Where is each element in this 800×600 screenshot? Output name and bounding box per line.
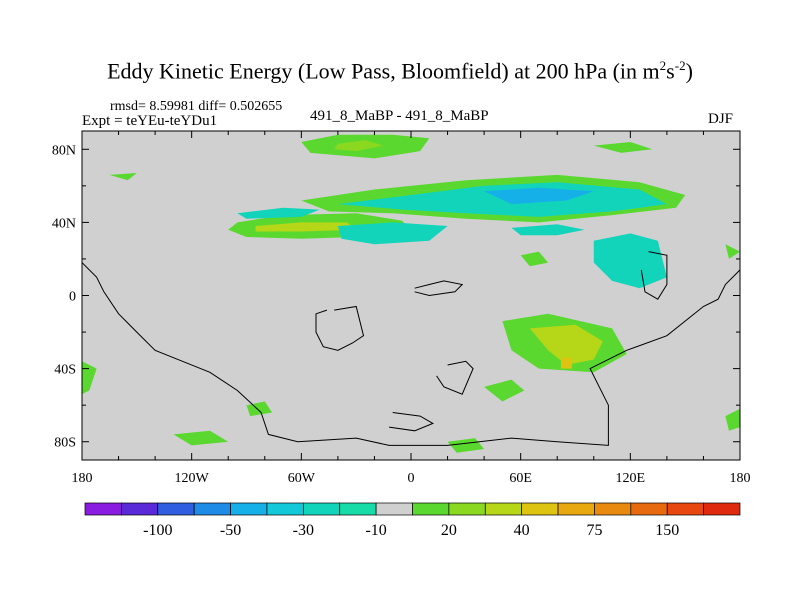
plot-background xyxy=(82,131,740,460)
region-arctic-core xyxy=(334,140,384,152)
colorbar-swatch xyxy=(121,502,159,516)
region-eurasian-jet-blue xyxy=(484,187,594,205)
region-arctic-asia xyxy=(593,142,653,153)
region-n-pacific-east-patch xyxy=(725,244,740,259)
comparison-label: 491_8_MaBP - 491_8_MaBP xyxy=(310,108,489,124)
region-nw-pacific-blob xyxy=(520,251,549,267)
title-unit-s: s xyxy=(666,58,675,84)
title-close-paren: ) xyxy=(685,58,693,84)
colorbar-swatch xyxy=(84,502,122,516)
y-axis-ticks: 80N 40N 0 40S 80S xyxy=(52,143,740,451)
region-southern-ocean-patch xyxy=(447,438,485,453)
region-s-indian-orange-speck xyxy=(560,357,572,369)
colorbar-label: 20 xyxy=(441,522,457,539)
y-tick-label: 40S xyxy=(54,363,76,378)
colorbar-swatch xyxy=(157,502,195,516)
season-label: DJF xyxy=(708,111,734,127)
experiment-line: Expt = teYEu-teYDu1 xyxy=(82,113,218,129)
title-exponent-2: -2 xyxy=(674,58,686,73)
colorbar-swatch xyxy=(412,502,450,516)
chart-title-text: Eddy Kinetic Energy (Low Pass, Bloomfiel… xyxy=(107,58,660,84)
colorbar-swatch xyxy=(484,502,523,516)
coastline-4 xyxy=(640,251,668,300)
region-south-indian-ocean-core xyxy=(529,324,603,365)
region-indian-ocean-cyan xyxy=(593,233,667,289)
coastline-2 xyxy=(436,360,474,395)
field-regions xyxy=(82,134,740,453)
coastline-3 xyxy=(414,280,464,297)
colorbar-label: 40 xyxy=(514,522,530,539)
colorbar-label: 75 xyxy=(586,522,602,539)
chart-title: Eddy Kinetic Energy (Low Pass, Bloomfiel… xyxy=(0,58,800,84)
colorbar-swatch xyxy=(557,502,595,516)
colorbar-label: -10 xyxy=(365,522,386,539)
y-tick-label: 40N xyxy=(52,216,76,231)
region-north-atlantic-jet-core xyxy=(255,222,357,232)
coastline-0 xyxy=(82,262,740,446)
colorbar: -100 -50 -30 -10 20 40 75 150 xyxy=(84,502,741,539)
region-mid-latitude-band xyxy=(337,222,448,245)
colorbar-label: 150 xyxy=(655,522,679,539)
colorbar-label: -50 xyxy=(220,522,241,539)
x-tick-label: 120E xyxy=(616,471,646,486)
y-tick-label: 0 xyxy=(69,290,76,305)
region-n-pacific-west-patch xyxy=(109,173,137,181)
x-tick-label: 180 xyxy=(72,471,93,486)
coastlines xyxy=(82,251,740,446)
y-tick-label: 80S xyxy=(54,436,76,451)
x-tick-label: 120W xyxy=(175,471,210,486)
coastline-5 xyxy=(389,412,435,432)
title-exponent-1: 2 xyxy=(659,58,667,73)
colorbar-swatch xyxy=(448,502,486,516)
colorbar-swatch xyxy=(302,502,341,516)
colorbar-swatch xyxy=(375,502,413,516)
colorbar-swatch xyxy=(630,502,668,516)
x-tick-label: 60W xyxy=(288,471,316,486)
colorbar-swatch xyxy=(521,502,559,516)
colorbar-swatch xyxy=(230,502,268,516)
coastline-1 xyxy=(315,305,365,351)
region-west-rim xyxy=(82,361,97,395)
region-central-asia-patch xyxy=(511,224,585,236)
y-tick-label: 80N xyxy=(52,143,76,158)
colorbar-swatch xyxy=(339,502,377,516)
x-tick-label: 60E xyxy=(509,471,532,486)
region-south-atlantic-patch xyxy=(173,430,229,446)
colorbar-label: -100 xyxy=(143,522,172,539)
colorbar-swatch xyxy=(703,502,741,516)
region-east-rim xyxy=(725,408,740,431)
colorbar-swatch xyxy=(266,502,304,516)
x-tick-label: 180 xyxy=(730,471,751,486)
region-north-atlantic-jet-cyan xyxy=(237,207,320,219)
region-eastern-atlantic-green xyxy=(484,379,525,402)
x-tick-label: 0 xyxy=(408,471,415,486)
colorbar-swatch xyxy=(666,502,704,516)
x-axis-ticks: 180 120W 60W 0 60E 120E 180 xyxy=(72,131,751,486)
colorbar-label: -30 xyxy=(293,522,314,539)
stats-line: rmsd= 8.59981 diff= 0.502655 xyxy=(110,99,283,114)
colorbar-swatch xyxy=(193,502,231,516)
colorbar-swatch xyxy=(594,502,632,516)
